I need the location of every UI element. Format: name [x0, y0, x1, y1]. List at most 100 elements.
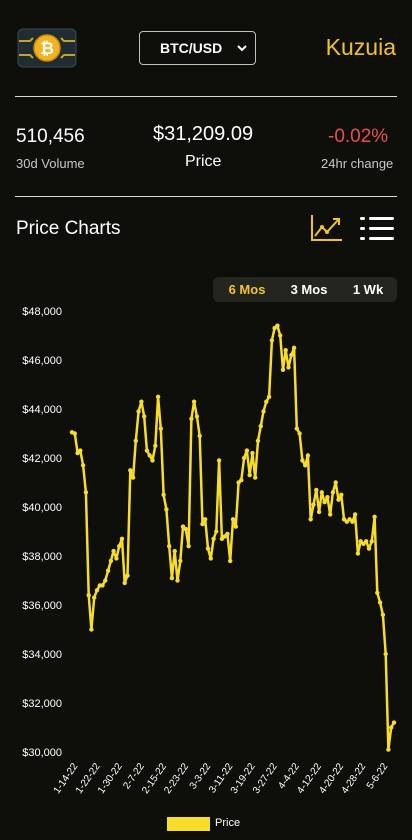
price-point[interactable] — [100, 583, 105, 588]
price-point[interactable] — [150, 458, 155, 463]
price-point[interactable] — [72, 431, 78, 436]
price-point[interactable] — [233, 524, 238, 529]
price-point[interactable] — [200, 521, 205, 527]
range-6-months-button[interactable]: 6 Mos — [228, 282, 266, 297]
price-point[interactable] — [164, 507, 169, 512]
price-point[interactable] — [303, 463, 308, 468]
price-point[interactable] — [205, 546, 211, 551]
price-point[interactable] — [155, 394, 161, 399]
price-point[interactable] — [169, 575, 175, 581]
price-point[interactable] — [108, 558, 114, 564]
price-point[interactable] — [333, 480, 338, 485]
price-point[interactable] — [172, 548, 177, 554]
price-point[interactable] — [203, 517, 208, 522]
price-point[interactable] — [211, 536, 216, 541]
price-point[interactable] — [247, 472, 252, 478]
price-point[interactable] — [147, 453, 152, 458]
price-point[interactable] — [372, 514, 377, 519]
price-point[interactable] — [228, 558, 233, 564]
price-point[interactable] — [311, 502, 316, 507]
price-point[interactable] — [316, 509, 322, 515]
price-point[interactable] — [136, 409, 141, 414]
range-1-week-button[interactable]: 1 Wk — [352, 282, 384, 297]
price-point[interactable] — [391, 720, 397, 725]
price-point[interactable] — [83, 490, 89, 495]
price-point[interactable] — [264, 399, 269, 404]
price-point[interactable] — [269, 338, 275, 343]
price-point[interactable] — [355, 551, 361, 556]
price-point[interactable] — [117, 544, 122, 549]
price-point[interactable] — [241, 455, 247, 461]
price-point[interactable] — [375, 590, 380, 595]
price-point[interactable] — [358, 539, 363, 544]
bitcoin-chip-icon[interactable]: ₿ — [17, 28, 77, 68]
price-point[interactable] — [389, 725, 394, 730]
price-point[interactable] — [78, 448, 83, 453]
price-point[interactable] — [122, 580, 127, 586]
price-point[interactable] — [308, 517, 313, 522]
price-point[interactable] — [119, 536, 125, 541]
price-point[interactable] — [286, 365, 291, 370]
price-point[interactable] — [194, 414, 200, 419]
list-menu-icon[interactable] — [360, 216, 394, 247]
price-point[interactable] — [239, 477, 244, 483]
price-point[interactable] — [383, 651, 388, 657]
price-point[interactable] — [289, 352, 294, 358]
price-point[interactable] — [266, 394, 272, 399]
price-point[interactable] — [153, 443, 158, 448]
price-point[interactable] — [280, 367, 286, 372]
currency-pair-select[interactable]: BTC/USD — [139, 31, 256, 65]
price-point[interactable] — [258, 423, 263, 429]
price-point[interactable] — [111, 548, 116, 554]
price-point[interactable] — [183, 526, 188, 532]
price-point[interactable] — [180, 524, 186, 529]
price-point[interactable] — [386, 747, 391, 752]
price-point[interactable] — [244, 448, 250, 453]
price-point[interactable] — [92, 595, 97, 600]
price-point[interactable] — [103, 578, 108, 583]
price-point[interactable] — [283, 348, 288, 353]
price-point[interactable] — [225, 531, 230, 537]
price-point[interactable] — [130, 475, 136, 480]
price-point[interactable] — [191, 399, 197, 404]
price-point[interactable] — [261, 409, 266, 414]
price-point[interactable] — [328, 512, 333, 517]
price-point[interactable] — [125, 573, 130, 578]
price-point[interactable] — [158, 426, 163, 431]
price-point[interactable] — [253, 475, 258, 480]
price-point[interactable] — [377, 600, 383, 605]
price-point[interactable] — [380, 612, 386, 617]
price-point[interactable] — [336, 497, 341, 502]
price-point[interactable] — [294, 426, 299, 431]
price-point[interactable] — [80, 463, 86, 468]
price-point[interactable] — [86, 593, 91, 598]
price-point[interactable] — [330, 490, 336, 495]
price-point[interactable] — [139, 399, 144, 404]
price-point[interactable] — [350, 519, 355, 524]
price-point[interactable] — [214, 529, 219, 534]
price-point[interactable] — [364, 539, 369, 544]
price-point[interactable] — [230, 517, 236, 522]
price-point[interactable] — [255, 438, 261, 443]
price-point[interactable] — [366, 546, 372, 551]
price-point[interactable] — [297, 431, 302, 436]
price-point[interactable] — [128, 468, 133, 473]
price-point[interactable] — [305, 453, 311, 458]
price-point[interactable] — [352, 512, 358, 517]
price-point[interactable] — [319, 490, 324, 495]
range-3-months-button[interactable]: 3 Mos — [290, 282, 328, 297]
price-point[interactable] — [250, 450, 255, 456]
price-point[interactable] — [325, 495, 330, 500]
price-point[interactable] — [314, 487, 319, 493]
price-point[interactable] — [94, 588, 100, 593]
line-chart-icon[interactable] — [310, 214, 343, 247]
price-point[interactable] — [278, 333, 283, 338]
price-point[interactable] — [322, 499, 327, 505]
price-point[interactable] — [208, 556, 213, 561]
price-point[interactable] — [275, 323, 280, 328]
price-point[interactable] — [189, 416, 194, 421]
price-point[interactable] — [216, 458, 222, 463]
price-point[interactable] — [133, 438, 138, 443]
price-point[interactable] — [178, 558, 183, 564]
price-point[interactable] — [197, 433, 202, 439]
